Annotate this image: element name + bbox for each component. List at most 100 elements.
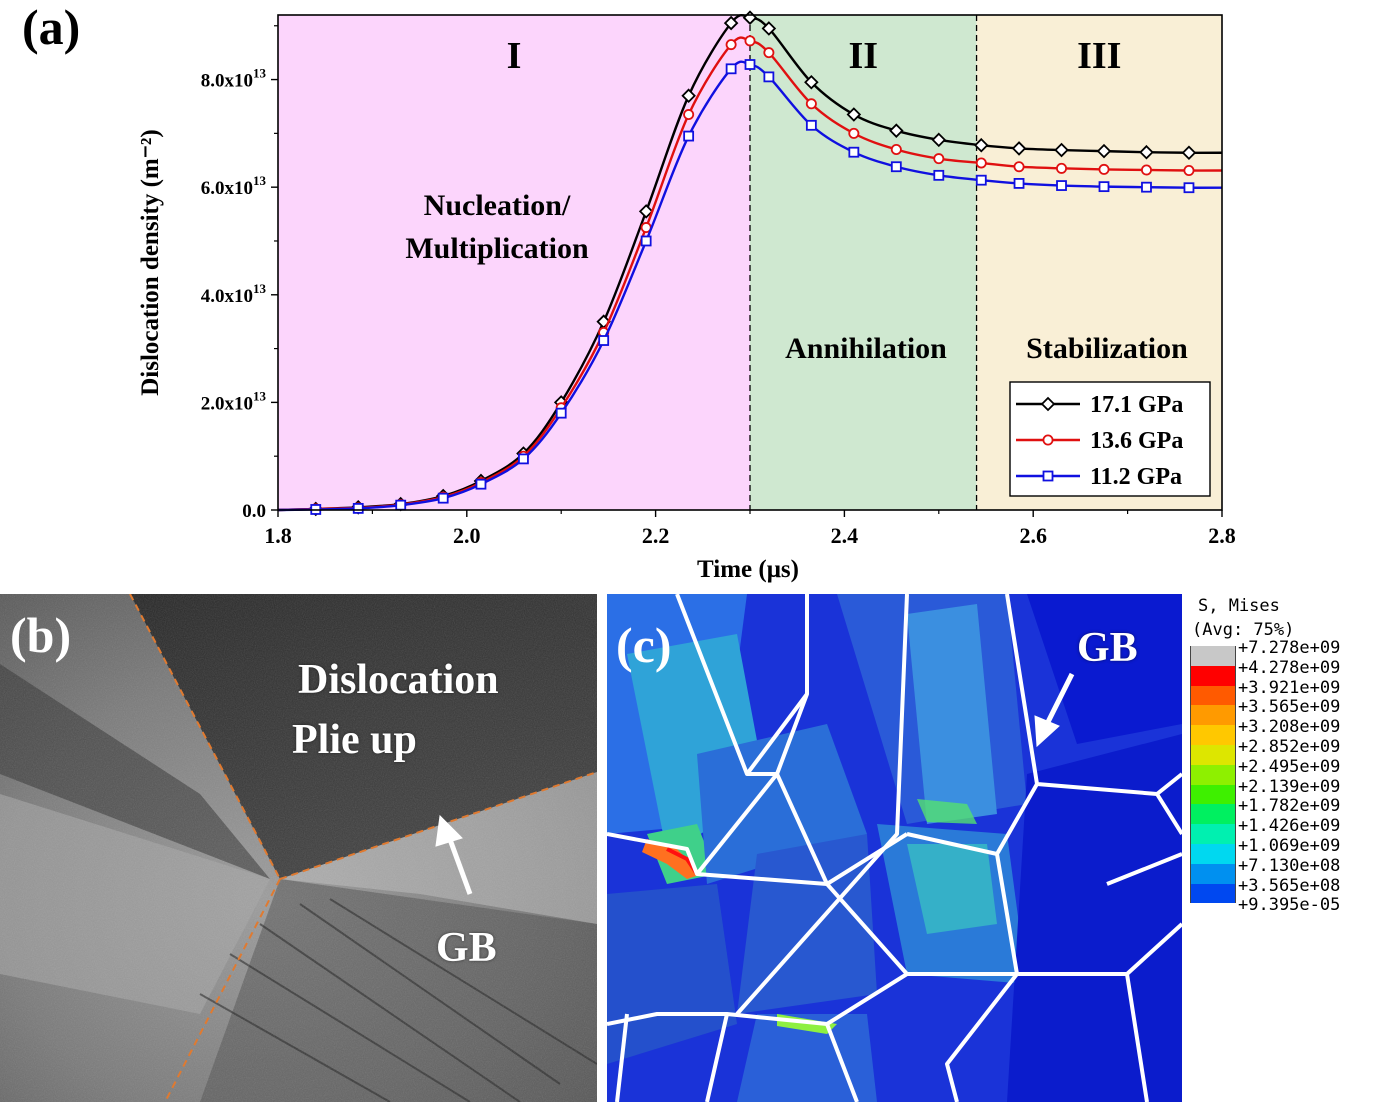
series-2-point [1140, 164, 1152, 176]
series-2-point [890, 144, 902, 156]
series-1-point [1011, 141, 1027, 156]
grain-boundary-line-2 [279, 771, 597, 880]
panel-a-label: (a) [22, 0, 81, 55]
y-tick-label: 6.0x1013 [201, 173, 267, 199]
mises-legend-swatch [1190, 804, 1236, 825]
series-3-point [395, 499, 407, 511]
series-3-point [437, 492, 449, 504]
legend-label-2: 13.6 GPa [1090, 428, 1183, 454]
dislocation-pileup-caption-line1: Dislocation [298, 657, 499, 703]
mises-legend-value: +3.921e+09 [1238, 677, 1341, 698]
mises-legend-swatch [1190, 843, 1236, 864]
legend-label-1: 17.1 GPa [1090, 392, 1183, 418]
series-3-point [518, 453, 529, 465]
series-3-point [1013, 178, 1025, 189]
series-3-point [1141, 181, 1152, 193]
y-tick-label: 4.0x1013 [201, 281, 267, 307]
mises-stress-map [607, 594, 1182, 1102]
x-tick-label: 2.2 [642, 523, 670, 548]
region-1-caption: Multiplication [405, 232, 589, 265]
series-1-point [1181, 145, 1197, 161]
dislocation-pileup-caption-line2: Plie up [292, 717, 417, 763]
series-3-point [1183, 182, 1195, 194]
mises-legend-value: +3.565e+08 [1238, 875, 1341, 896]
series-2-point [683, 109, 695, 121]
mises-legend-value: +3.565e+09 [1238, 697, 1341, 718]
mises-legend-swatch [1190, 784, 1236, 805]
series-1-point [1139, 144, 1154, 160]
series-2-point [805, 98, 817, 110]
grain-boundaries [607, 594, 1182, 1102]
series-3-point [683, 130, 695, 142]
series-1-point [638, 204, 654, 219]
series-3-point [763, 71, 775, 83]
series-1-point [1054, 142, 1069, 158]
mises-legend-value: +1.426e+09 [1238, 816, 1341, 837]
series-2-point [744, 35, 756, 47]
mises-legend-value: +2.495e+09 [1238, 756, 1341, 777]
series-2-point [1098, 163, 1110, 175]
mises-legend-value: +7.278e+09 [1238, 638, 1341, 658]
mises-legend-swatch [1190, 883, 1236, 904]
series-2-point [763, 47, 775, 59]
y-axis-title: Dislocation density (m⁻²) [137, 129, 164, 396]
gb-label-b: GB [436, 925, 497, 971]
mises-legend-swatch [1190, 685, 1236, 706]
series-3-point [598, 335, 610, 346]
region-1-caption: Nucleation/ [424, 189, 571, 222]
series-3-point [933, 169, 945, 181]
gb-arrow-c [1044, 672, 1075, 726]
series-3-point [744, 59, 756, 70]
series-3 [277, 59, 1223, 515]
legend-marker-2 [1042, 434, 1054, 446]
x-tick-label: 2.0 [453, 523, 481, 548]
series-3-point [640, 235, 652, 247]
mises-legend-value: +7.130e+08 [1238, 855, 1341, 876]
mises-legend-swatch [1190, 725, 1236, 745]
series-3-point [555, 407, 567, 419]
series-3-point [805, 119, 817, 131]
mises-legend-swatch [1190, 665, 1236, 686]
series-1-point [681, 88, 696, 103]
series-1-point [761, 21, 777, 36]
mises-legend-value: +4.278e+09 [1238, 657, 1341, 678]
mises-legend-value: +1.782e+09 [1238, 796, 1341, 817]
region-1-background [278, 15, 750, 510]
mises-legend-swatch [1190, 863, 1236, 884]
grain-boundary-line-1 [129, 594, 281, 880]
series-2-point [1056, 162, 1068, 174]
series-1-point [723, 15, 739, 31]
tem-micrograph [0, 594, 597, 1102]
mises-legend-swatch [1190, 646, 1236, 666]
mises-legend-value: +2.139e+09 [1238, 776, 1341, 797]
series-1-point [974, 137, 989, 153]
series-2-point [975, 157, 987, 169]
x-tick-label: 2.6 [1019, 523, 1047, 548]
series-3-point [475, 478, 487, 490]
grain-boundary-line-3 [164, 878, 281, 1102]
series-1-point [931, 132, 947, 148]
mises-legend-swatch [1190, 744, 1236, 765]
y-tick-label: 8.0x1013 [201, 66, 267, 92]
series-2-point [933, 153, 945, 165]
x-tick-label: 2.4 [831, 523, 859, 548]
panel-c-label: (c) [616, 617, 672, 673]
fem-stress-panel: GB [607, 594, 1182, 1102]
tem-image-panel: Dislocation Plie up GB [0, 594, 597, 1102]
dislocation-density-chart: I II IIINucleation/MultiplicationAnnihilat… [137, 10, 1236, 583]
series-3-point [890, 161, 902, 173]
series-3-point [975, 174, 987, 186]
legend-marker-3 [1042, 470, 1054, 482]
region-3-label: III [1077, 35, 1121, 77]
series-1-point [1096, 143, 1112, 159]
gb-arrow-b [445, 833, 473, 895]
legend-title-line2: (Avg: 75%) [1192, 620, 1295, 640]
series-2-point [1013, 161, 1025, 173]
x-tick-label: 2.8 [1208, 523, 1236, 548]
series-1-point [889, 123, 904, 138]
gb-label-c: GB [1077, 625, 1138, 671]
series-3-point [352, 502, 364, 514]
series-1-point [804, 74, 819, 90]
panel-b-label: (b) [10, 607, 72, 663]
x-axis-title: Time (μs) [697, 556, 799, 583]
